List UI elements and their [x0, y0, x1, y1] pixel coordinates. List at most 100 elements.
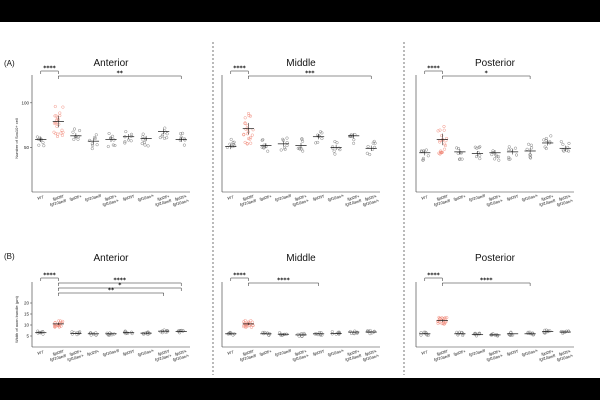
category-label: fgf10ae/+: [362, 198, 380, 207]
data-point: [247, 324, 251, 328]
data-point: [371, 141, 375, 145]
data-point: [513, 146, 518, 150]
data-point: [436, 129, 440, 133]
data-point: [57, 122, 61, 126]
data-point: [245, 123, 249, 127]
data-point: [474, 155, 479, 159]
sig-label: **: [117, 70, 124, 77]
category-label: fgd2f/+: [347, 348, 361, 356]
data-point: [179, 132, 183, 136]
data-point: [88, 138, 92, 142]
data-point: [548, 329, 552, 333]
data-point: [246, 111, 251, 116]
category-label: fgf10ae/fl: [433, 353, 450, 362]
category-label: fgf10ae/+: [556, 353, 574, 362]
chart-title: Posterior: [475, 253, 516, 264]
category-label: fgd2f/f: [436, 193, 449, 201]
data-point: [320, 131, 324, 135]
data-point: [567, 149, 571, 153]
data-point: [338, 148, 342, 152]
data-point: [529, 143, 533, 147]
category-label: fgd2f/f: [242, 348, 255, 356]
data-point: [301, 149, 305, 153]
data-point: [507, 145, 511, 149]
data-point: [54, 121, 58, 125]
data-point: [332, 149, 336, 153]
data-point: [348, 134, 352, 138]
data-point: [243, 116, 247, 120]
category-label: fgf10ae/+: [155, 353, 173, 362]
y-tick-label: 15: [24, 312, 30, 317]
data-point: [440, 134, 444, 138]
row-label-b: (B): [4, 252, 15, 261]
data-point: [478, 145, 482, 149]
data-point: [426, 154, 430, 158]
data-point: [249, 135, 253, 140]
category-label: fgf10ae/fl: [345, 353, 362, 362]
data-point: [527, 142, 531, 146]
category-label: fgd2f/f: [122, 348, 135, 356]
data-point: [129, 330, 134, 334]
category-label: fgd2f/f: [52, 348, 65, 356]
data-point: [229, 137, 233, 141]
category-label: fgd2f/+: [541, 193, 555, 201]
data-point: [335, 141, 339, 145]
data-point: [90, 147, 94, 151]
data-point: [559, 140, 563, 144]
category-label: fgf10ae/fl: [433, 198, 450, 207]
category-label: fgf10ae/fl: [468, 348, 485, 357]
data-point: [53, 104, 57, 109]
chart-title: Anterior: [93, 253, 129, 264]
category-label: fgd2f/+: [488, 348, 502, 356]
data-point: [176, 329, 180, 333]
category-label: fgf10ae/fl: [84, 193, 101, 202]
data-point: [55, 116, 59, 120]
category-label: fgf10ae/fl: [539, 353, 556, 362]
category-label: fgf10ae/fl: [274, 348, 291, 357]
data-point: [53, 325, 57, 329]
category-label: fgd2f/+: [174, 193, 188, 201]
data-point: [260, 145, 264, 149]
data-point: [245, 132, 250, 136]
category-label: fgd2f/+: [86, 348, 100, 356]
category-label: fgf10ae/fl: [239, 198, 256, 207]
data-point: [565, 149, 569, 153]
y-tick-label: 10: [24, 323, 30, 328]
data-point: [514, 153, 519, 157]
category-label: fgd2f/+: [69, 193, 83, 201]
data-point: [421, 158, 425, 162]
chart-anterior-0: Anterior 50 100 Number of Sox10+ cell WT fgd2…: [14, 58, 190, 207]
data-point: [76, 137, 80, 141]
data-point: [543, 145, 547, 149]
y-tick-label: 20: [24, 301, 30, 306]
data-point: [330, 332, 334, 336]
category-label: fgd2f/f: [312, 193, 325, 201]
sig-label: ****: [43, 272, 56, 279]
data-point: [421, 156, 425, 160]
data-point: [443, 144, 447, 148]
category-label: fgf10ae/+: [67, 353, 85, 362]
data-point: [300, 137, 304, 141]
category-label: fgf10ae/+: [327, 348, 345, 357]
data-point: [71, 130, 75, 134]
data-point: [93, 136, 97, 140]
data-point: [370, 331, 374, 335]
data-point: [296, 146, 300, 150]
data-point: [181, 131, 185, 135]
data-point: [126, 331, 130, 335]
data-point: [244, 127, 248, 131]
sig-label: ****: [113, 277, 126, 284]
data-point: [544, 136, 548, 141]
data-point: [146, 144, 150, 148]
data-point: [93, 135, 97, 140]
data-point: [281, 137, 285, 141]
category-label: fgf10ae/+: [521, 193, 539, 202]
sig-label: *: [118, 282, 122, 289]
data-point: [314, 141, 318, 145]
data-point: [424, 331, 428, 335]
category-label: fgd2f/+: [347, 193, 361, 201]
data-point: [330, 330, 334, 334]
